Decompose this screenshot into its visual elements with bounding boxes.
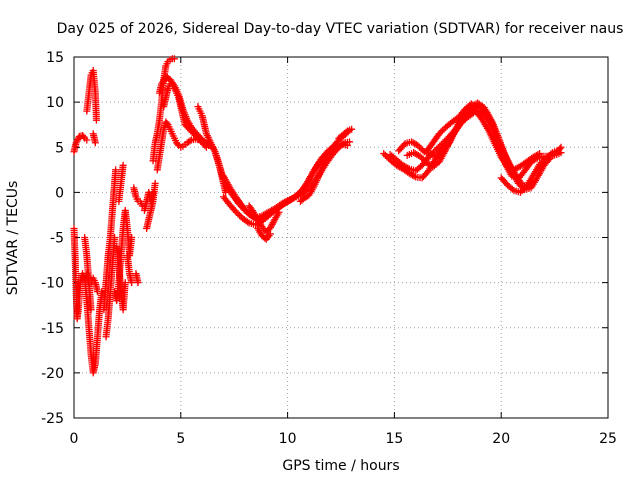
data-point xyxy=(557,143,565,151)
y-tick-label: 0 xyxy=(55,185,64,201)
x-tick-label: 10 xyxy=(279,431,297,447)
x-tick-label: 0 xyxy=(70,431,79,447)
data-point xyxy=(343,141,351,149)
data-point xyxy=(93,288,101,296)
data-point xyxy=(267,230,275,238)
data-point xyxy=(346,138,354,146)
data-point xyxy=(536,160,544,168)
y-tick-label: 5 xyxy=(55,140,64,156)
data-point xyxy=(381,151,389,159)
data-point xyxy=(174,140,182,148)
data-point xyxy=(441,148,449,156)
data-point xyxy=(419,155,427,163)
data-point xyxy=(472,103,480,111)
data-point xyxy=(438,127,446,135)
data-point xyxy=(410,172,418,180)
data-point xyxy=(520,185,528,193)
data-point xyxy=(186,137,194,145)
data-point xyxy=(292,192,300,200)
data-point xyxy=(416,152,424,160)
y-tick-label: 15 xyxy=(46,50,64,66)
y-tick-label: -5 xyxy=(50,231,64,247)
data-point xyxy=(404,164,412,172)
x-tick-label: 25 xyxy=(599,431,617,447)
data-point xyxy=(234,210,242,218)
data-point xyxy=(518,187,526,195)
grid-lines xyxy=(74,57,608,418)
data-point xyxy=(74,136,82,144)
data-point xyxy=(119,161,127,169)
x-tick-labels: 0 5 10 15 20 25 xyxy=(70,431,617,447)
x-tick-label: 20 xyxy=(492,431,510,447)
y-tick-label: -15 xyxy=(41,321,64,337)
data-point xyxy=(474,104,482,112)
data-point xyxy=(329,143,337,151)
y-tick-label: 10 xyxy=(46,95,64,111)
data-point xyxy=(73,137,81,145)
data-point xyxy=(536,150,544,158)
data-point xyxy=(516,188,524,196)
data-point xyxy=(537,159,545,167)
chart-title: Day 025 of 2026, Sidereal Day-to-day VTE… xyxy=(57,21,624,37)
data-point xyxy=(83,136,91,144)
x-tick-label: 15 xyxy=(385,431,403,447)
data-point xyxy=(128,234,136,241)
data-point xyxy=(134,279,142,287)
y-tick-label: -10 xyxy=(41,276,64,292)
y-tick-label: -25 xyxy=(41,411,64,427)
data-point xyxy=(121,279,129,287)
data-point xyxy=(418,154,426,162)
data-point xyxy=(437,128,445,136)
data-point xyxy=(322,154,330,162)
data-point xyxy=(435,130,443,138)
data-point xyxy=(151,179,159,187)
data-point xyxy=(244,218,252,226)
y-tick-labels: -25 -20 -15 -10 -5 0 5 10 15 xyxy=(41,50,64,427)
data-point xyxy=(417,145,425,153)
data-point xyxy=(275,208,283,216)
data-point xyxy=(111,234,119,241)
data-point xyxy=(295,189,303,197)
data-point xyxy=(348,125,356,133)
data-point xyxy=(434,144,442,152)
data-point xyxy=(433,145,441,153)
data-point xyxy=(72,139,80,147)
data-point xyxy=(415,143,423,151)
data-point xyxy=(232,208,240,216)
data-point xyxy=(236,211,244,219)
data-point xyxy=(163,119,171,127)
data-point xyxy=(414,141,422,149)
data-point xyxy=(539,157,547,165)
axis-ticks xyxy=(73,56,609,419)
data-point xyxy=(91,139,99,147)
x-axis-label: GPS time / hours xyxy=(282,458,399,474)
data-point xyxy=(534,150,542,158)
data-point xyxy=(342,128,350,136)
data-point xyxy=(556,145,564,153)
data-point xyxy=(436,142,444,150)
data-point xyxy=(87,306,95,314)
y-tick-label: -20 xyxy=(41,366,64,382)
data-point xyxy=(439,139,447,147)
data-point xyxy=(437,141,445,149)
data-point xyxy=(128,279,136,287)
data-point xyxy=(380,150,388,158)
data-point xyxy=(294,190,302,198)
data-points xyxy=(70,55,565,377)
x-tick-label: 5 xyxy=(176,431,185,447)
data-point xyxy=(92,116,100,124)
data-point xyxy=(170,55,178,63)
data-point xyxy=(547,150,555,158)
data-point xyxy=(508,185,516,193)
y-axis-label: SDTVAR / TECUs xyxy=(5,181,21,296)
data-point xyxy=(80,133,88,141)
data-point xyxy=(112,166,120,174)
